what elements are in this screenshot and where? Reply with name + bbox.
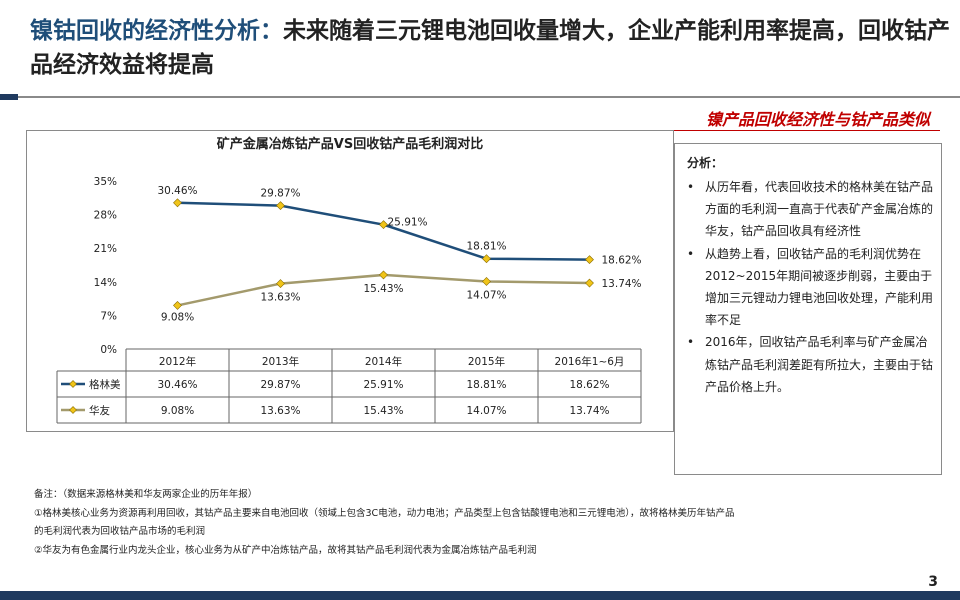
y-tick-label: 7% xyxy=(100,310,117,322)
table-cell: 25.91% xyxy=(363,379,403,391)
header-divider-tab xyxy=(0,94,18,100)
table-cell: 13.74% xyxy=(569,405,609,417)
table-cell: 29.87% xyxy=(260,379,300,391)
data-point xyxy=(482,277,491,286)
data-label: 18.81% xyxy=(466,241,506,253)
x-category-label: 2012年 xyxy=(159,355,196,368)
title-highlight: 镍钴回收的经济性分析： xyxy=(30,18,283,44)
y-tick-label: 0% xyxy=(100,344,117,356)
footnote-2: ②华友为有色金属行业内龙头企业，核心业务为从矿产中冶炼钴产品，故将其钴产品毛利润… xyxy=(34,544,537,556)
table-cell: 18.81% xyxy=(466,379,506,391)
data-label: 18.62% xyxy=(602,255,642,267)
data-label: 30.46% xyxy=(157,185,197,197)
data-point xyxy=(585,255,594,265)
data-label: 14.07% xyxy=(466,289,506,301)
x-category-label: 2016年1~6月 xyxy=(555,355,625,368)
footnote-1-cont: 的毛利润代表为回收钴产品市场的毛利润 xyxy=(34,526,206,537)
line-chart: 35% 28% 21% 14% 7% 0% 2012年 2013年 2014年 2015年 2016… xyxy=(56,176,642,424)
data-point xyxy=(173,300,182,310)
data-label: 25.91% xyxy=(388,217,428,229)
y-tick-label: 14% xyxy=(94,277,117,289)
footer-bar xyxy=(0,591,960,600)
table-cell: 9.08% xyxy=(161,405,194,417)
data-point xyxy=(585,278,594,288)
data-point xyxy=(482,254,491,264)
section-underline xyxy=(660,130,940,131)
footnotes: 备注：（数据来源格林美和华友两家企业的历年年报） ①格林美核心业务为资源再利用回… xyxy=(34,486,934,560)
data-point xyxy=(276,201,285,211)
title-rest: 未来随着三元锂电池回收量增大，企业产能利用率提高，回收钴产品经济效益将提高 xyxy=(30,18,950,78)
x-category-label: 2015年 xyxy=(468,355,505,368)
data-label: 29.87% xyxy=(260,188,300,200)
header-divider xyxy=(0,96,960,98)
y-tick-label: 21% xyxy=(94,243,117,255)
x-category-label: 2014年 xyxy=(365,355,402,368)
data-point xyxy=(379,220,388,230)
table-cell: 13.63% xyxy=(260,405,300,417)
page-number: 3 xyxy=(928,574,938,590)
table-cell: 14.07% xyxy=(466,405,506,417)
data-point xyxy=(173,198,182,208)
data-label: 13.74% xyxy=(602,278,642,290)
y-tick-label: 35% xyxy=(94,176,117,188)
legend-label: 华友 xyxy=(89,404,110,417)
footnote-1: ①格林美核心业务为资源再利用回收，其钴产品主要来自电池回收（领域上包含3C电池，… xyxy=(34,507,735,519)
chart-title: 矿产金属冶炼钴产品VS回收钴产品毛利润对比 xyxy=(216,137,484,152)
analysis-point: 2016年，回收钴产品毛利率与矿产金属冶炼钴产品毛利润差距有所拉大，主要由于钴产… xyxy=(683,331,933,398)
chart-panel: 矿产金属冶炼钴产品VS回收钴产品毛利润对比 35% 28% 21% 14% 7% 0% 20… xyxy=(26,130,674,432)
table-cell: 15.43% xyxy=(363,405,403,417)
analysis-point: 从历年看，代表回收技术的格林美在钴产品方面的毛利润一直高于代表矿产金属冶炼的华友… xyxy=(683,176,933,243)
section-label: 镍产品回收经济性与钴产品类似 xyxy=(705,110,930,129)
analysis-list: 从历年看，代表回收技术的格林美在钴产品方面的毛利润一直高于代表矿产金属冶炼的华友… xyxy=(683,176,933,398)
analysis-heading: 分析： xyxy=(687,156,724,170)
analysis-panel: 分析： 从历年看，代表回收技术的格林美在钴产品方面的毛利润一直高于代表矿产金属冶… xyxy=(674,143,942,475)
data-point xyxy=(276,279,285,289)
table-cell: 18.62% xyxy=(569,379,609,391)
legend-marker xyxy=(69,380,77,388)
data-label: 15.43% xyxy=(363,283,403,295)
data-label: 9.08% xyxy=(161,311,194,323)
table-cell: 30.46% xyxy=(157,379,197,391)
x-category-label: 2013年 xyxy=(262,355,299,368)
data-label: 13.63% xyxy=(260,292,300,304)
page-title: 镍钴回收的经济性分析：未来随着三元锂电池回收量增大，企业产能利用率提高，回收钴产… xyxy=(30,14,950,82)
y-tick-label: 28% xyxy=(94,210,117,222)
series-line xyxy=(177,201,590,261)
legend-label: 格林美 xyxy=(89,378,121,391)
analysis-point: 从趋势上看，回收钴产品的毛利润优势在2012~2015年期间被逐步削弱，主要由于… xyxy=(683,243,933,332)
data-point xyxy=(379,270,388,280)
legend-marker xyxy=(69,406,77,414)
footnote-source: 备注：（数据来源格林美和华友两家企业的历年年报） xyxy=(34,489,258,500)
